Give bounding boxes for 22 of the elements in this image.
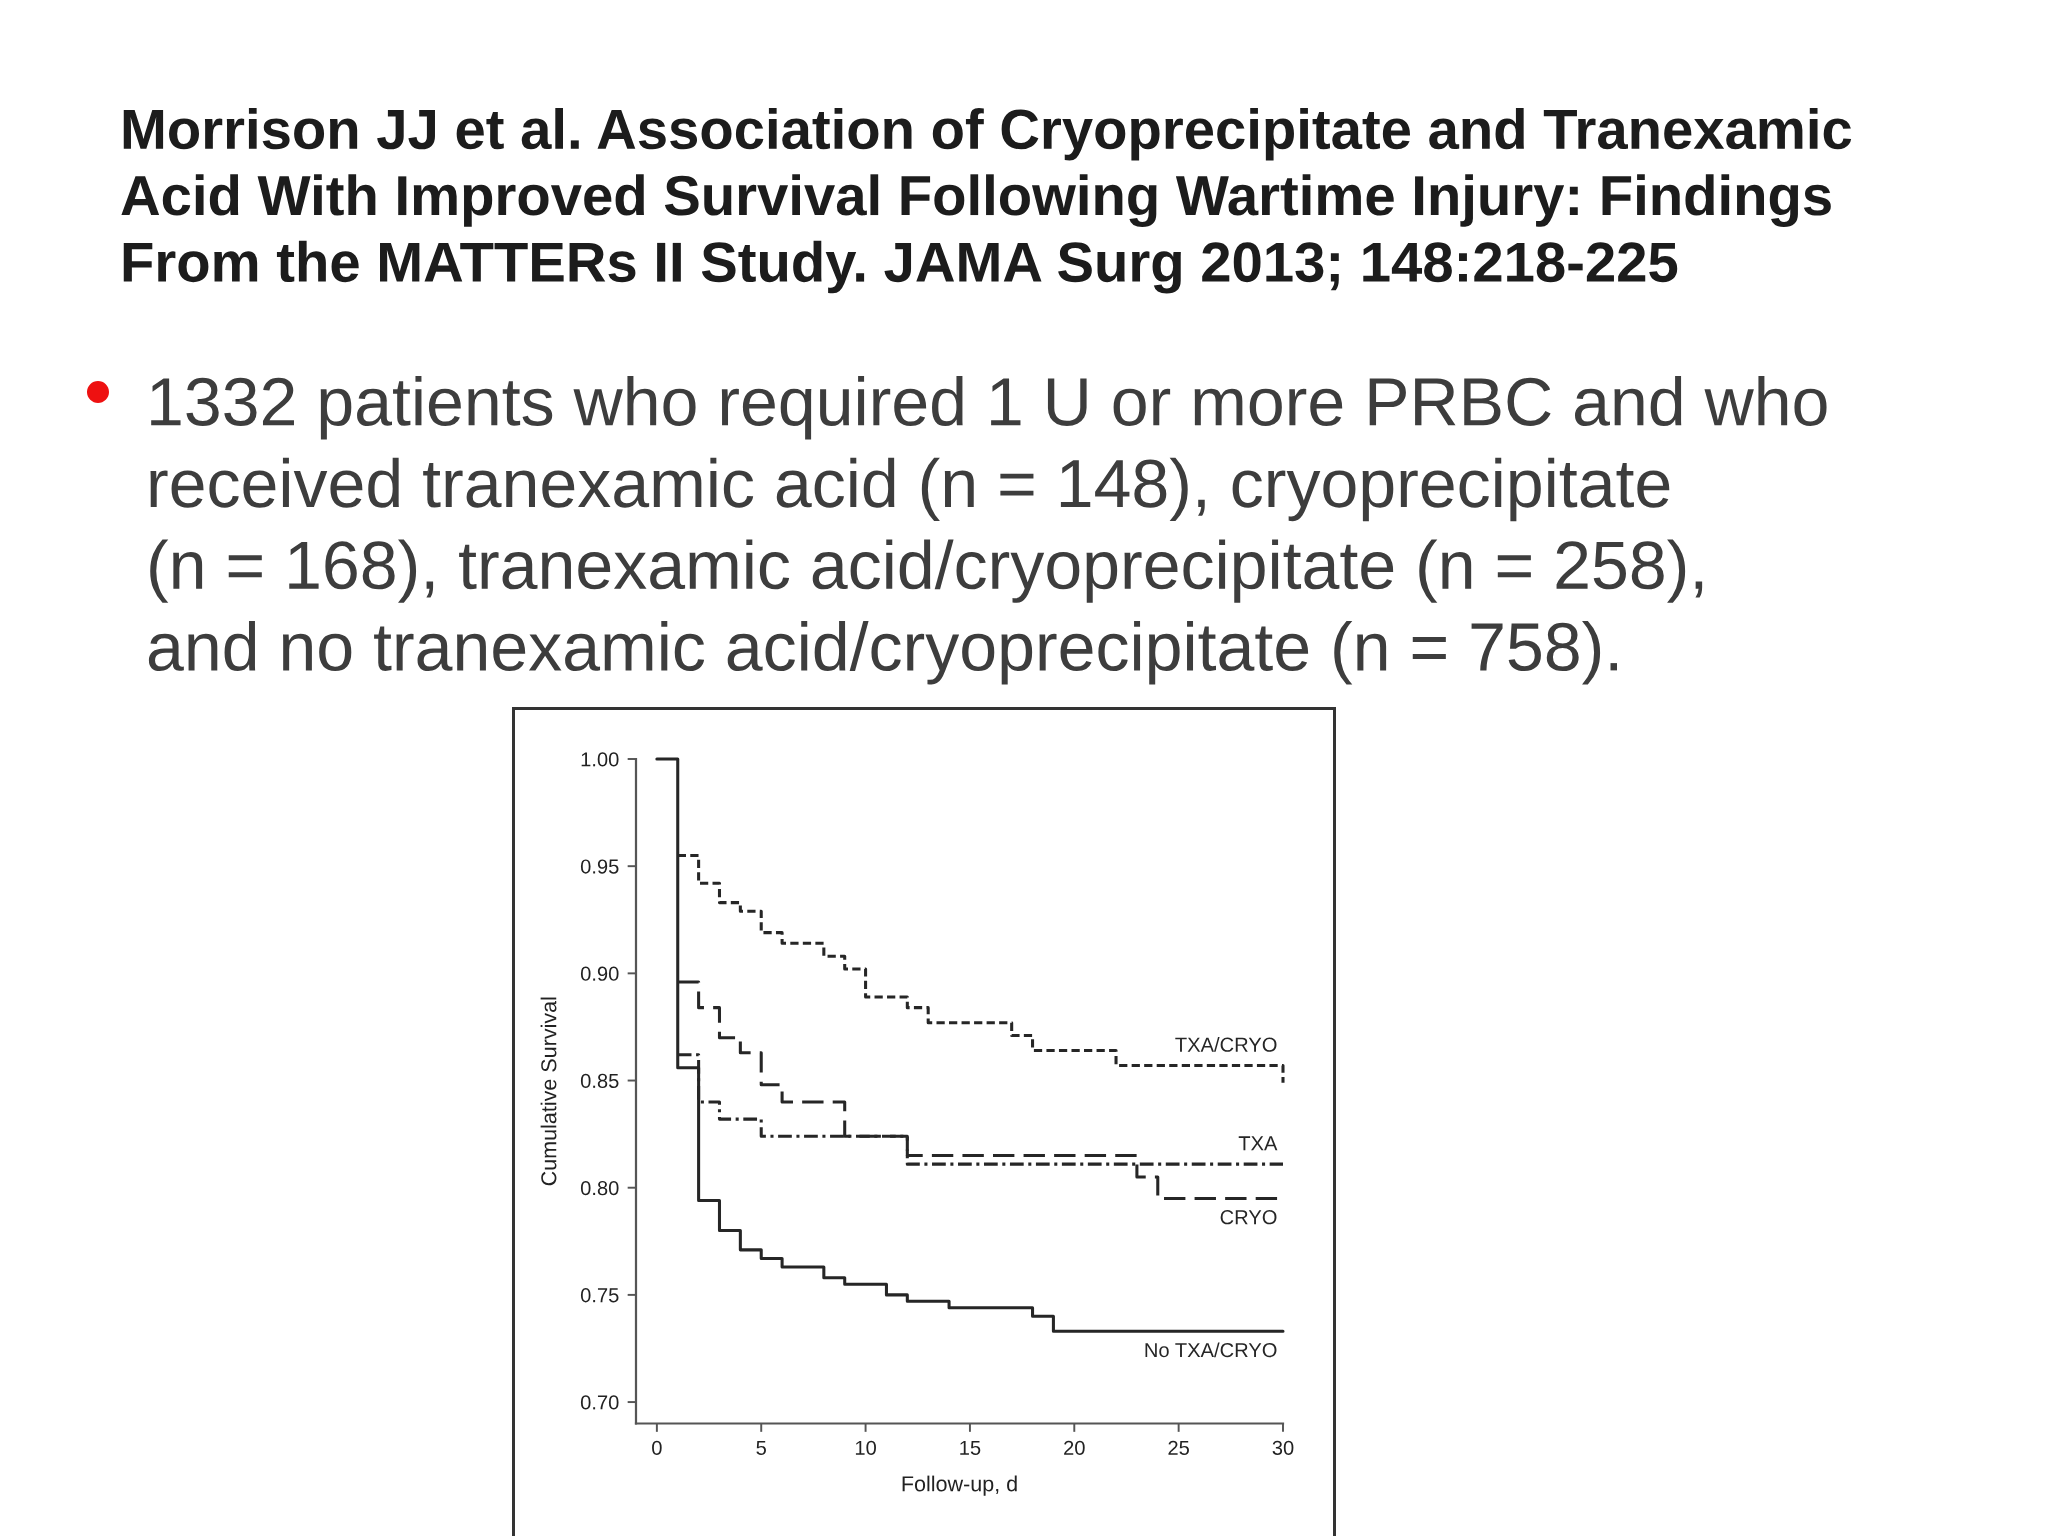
y-tick-label: 0.70	[580, 1395, 619, 1410]
y-tick-label: 1.00	[581, 752, 619, 767]
text: 1332 patients who required 1 U or more PRBC and who received tranexamic acid (n = 148), cryoprecipitate (n = 168), tranexamic acid/cryoprecipitate (n = 258), and no tranexamic acid/cryoprecipitate (n = 758).	[148, 376, 1827, 685]
x-tick-label: 0	[652, 1440, 662, 1455]
series-label: TXA/CRYO	[1175, 1037, 1277, 1052]
y-tick-label: 0.75	[580, 1288, 619, 1303]
x-tick-label: 30	[1272, 1440, 1294, 1455]
y-tick-label: 0.85	[580, 1073, 619, 1089]
series-label: CRYO	[1220, 1210, 1277, 1225]
x-tick-label: 20	[1064, 1440, 1085, 1455]
x-axis-title: Follow-up, d	[902, 1475, 1017, 1496]
series-label: No TXA/CRYO	[1145, 1342, 1277, 1358]
y-tick-label: 0.80	[580, 1180, 619, 1196]
y-tick-label: 0.95	[580, 859, 619, 874]
x-tick-label: 15	[960, 1440, 981, 1455]
x-tick-label: 25	[1168, 1440, 1189, 1455]
y-tick-label: 0.90	[580, 966, 619, 981]
y-axis-title: Cumulative Survival	[540, 997, 557, 1186]
series-label: TXA	[1238, 1136, 1278, 1151]
x-tick-label: 10	[855, 1440, 876, 1455]
chart-title: Morrison JJ et al. Association of Cryoprecipitate and Tranexamic Acid With Improved Survival Following Wartime Injury: Findings From the MATTERs II Study. JAMA Surg 2013; 148:218-225	[121, 108, 1852, 294]
x-tick-label: 5	[756, 1440, 766, 1455]
